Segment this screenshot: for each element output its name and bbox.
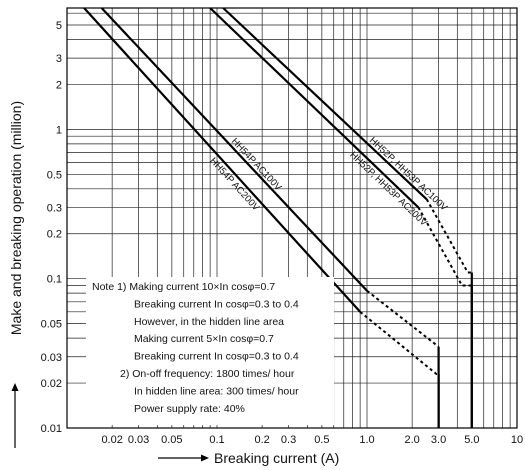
note-line: In hidden line area: 300 times/ hour [134,385,299,397]
y-tick-label: 0.2 [47,229,62,241]
x-tick-label: 5.0 [464,434,479,446]
plot-frame [66,7,518,429]
y-tick-label: 2 [56,79,62,91]
curves [83,7,473,428]
series-1-dashed-line [359,311,439,375]
series-1-solid-line [83,7,361,313]
y-tick-label: 0.3 [47,202,62,214]
y-tick-label: 1 [56,124,62,136]
y-axis-arrow [11,383,19,448]
x-tick-label: 0.3 [281,434,296,446]
series-0-dashed-line [366,290,440,348]
note-line: Note 1) Making current 10×In cosφ=0.7 [92,281,275,293]
note-line: Power supply rate: 40% [134,403,245,415]
x-tick-label: 0.02 [101,434,122,446]
x-tick-labels: 0.02 0.03 0.05 0.1 0.2 0.3 0.5 1.0 2.0 3.0 5.0 10 [101,434,523,446]
x-tick-label: 0.05 [161,434,182,446]
x-axis-arrow [158,454,209,462]
x-tick-label: 2.0 [405,434,420,446]
y-tick-labels: 0.01 0.02 0.03 0.05 0.1 0.2 0.3 0.5 1 2 3 5 [41,20,62,435]
y-axis-label: Make and breaking operation (million) [8,101,24,335]
x-tick-label: 3.0 [431,434,446,446]
note-line: Breaking current In cosφ=0.3 to 0.4 [134,351,299,363]
y-tick-label: 0.01 [41,423,62,435]
x-tick-label: 10 [511,434,523,446]
x-axis-label: Breaking current (A) [214,450,339,466]
y-tick-label: 0.03 [41,352,62,364]
note-background [86,277,334,425]
y-tick-label: 0.05 [41,319,62,331]
series-2-solid-line [222,7,428,201]
series-3-solid-line [209,7,420,209]
y-tick-label: 5 [56,20,62,32]
series-0-solid-line [100,7,368,292]
note-line: 2) On-off frequency: 1800 times/ hour [120,368,295,380]
y-tick-label: 0.5 [47,169,62,181]
y-tick-label: 0.1 [47,274,62,286]
note-line: Breaking current In cosφ=0.3 to 0.4 [134,298,299,310]
series-2-dashed-line [425,198,472,274]
note-line: Making current 5×In cosφ=0.7 [134,333,274,345]
y-tick-label: 3 [56,53,62,65]
x-tick-label: 0.1 [209,434,224,446]
note-line: However, in the hidden line area [134,316,284,328]
note-box: Note 1) Making current 10×In cosφ=0.7 Bre… [92,281,299,415]
y-tick-label: 0.02 [41,378,62,390]
x-tick-label: 0.5 [314,434,329,446]
x-tick-label: 1.0 [359,434,374,446]
x-tick-label: 0.03 [128,434,149,446]
x-tick-label: 0.2 [255,434,270,446]
